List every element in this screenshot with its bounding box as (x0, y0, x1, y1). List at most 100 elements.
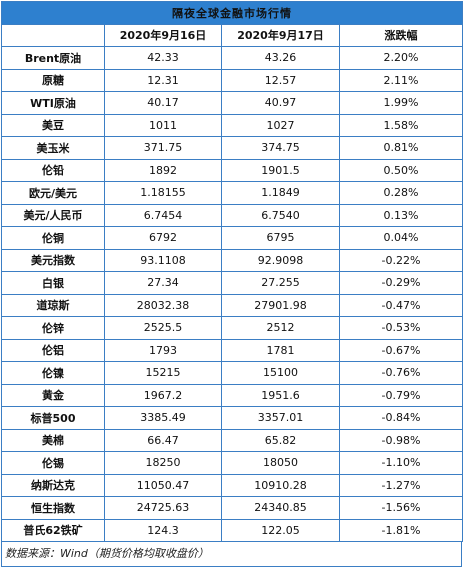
row-name: WTI原油 (1, 91, 105, 115)
row-value-date1: 1793 (104, 338, 222, 362)
row-name: 原糖 (1, 68, 105, 92)
row-value-date1: 3385.49 (104, 406, 222, 430)
row-value-date1: 18250 (104, 451, 222, 475)
row-value-date2: 1027 (221, 113, 340, 137)
row-name: 标普500 (1, 406, 105, 430)
row-value-date2: 1951.6 (221, 383, 340, 407)
row-name: 伦铅 (1, 158, 105, 182)
table-title: 隔夜全球金融市场行情 (1, 1, 463, 25)
row-name: 恒生指数 (1, 496, 105, 520)
row-change: -0.53% (339, 316, 463, 340)
row-name: 欧元/美元 (1, 181, 105, 205)
row-value-date2: 374.75 (221, 136, 340, 160)
row-change: -0.29% (339, 271, 463, 295)
table-row: 纳斯达克 11050.47 10910.28 -1.27% (1, 473, 463, 497)
row-name: 伦锌 (1, 316, 105, 340)
row-change: -0.98% (339, 428, 463, 452)
row-value-date1: 11050.47 (104, 473, 222, 497)
column-header-row: 2020年9月16日 2020年9月17日 涨跌幅 (1, 23, 463, 47)
row-change: -0.84% (339, 406, 463, 430)
row-name: 黄金 (1, 383, 105, 407)
table-row: 欧元/美元 1.18155 1.1849 0.28% (1, 181, 463, 205)
row-value-date2: 24340.85 (221, 496, 340, 520)
row-change: -0.22% (339, 248, 463, 272)
row-name: 美豆 (1, 113, 105, 137)
row-name: 伦铝 (1, 338, 105, 362)
row-value-date2: 18050 (221, 451, 340, 475)
row-value-date2: 27.255 (221, 271, 340, 295)
row-change: -0.67% (339, 338, 463, 362)
table-row: 伦锌 2525.5 2512 -0.53% (1, 316, 463, 340)
table-row: 普氏62铁矿 124.3 122.05 -1.81% (1, 518, 463, 542)
table-row: 标普500 3385.49 3357.01 -0.84% (1, 406, 463, 430)
row-value-date2: 3357.01 (221, 406, 340, 430)
row-value-date1: 371.75 (104, 136, 222, 160)
row-value-date1: 1892 (104, 158, 222, 182)
row-value-date2: 43.26 (221, 46, 340, 70)
row-change: -0.76% (339, 361, 463, 385)
table-row: Brent原油 42.33 43.26 2.20% (1, 46, 463, 70)
row-change: -1.81% (339, 518, 463, 542)
row-change: 2.11% (339, 68, 463, 92)
row-value-date1: 2525.5 (104, 316, 222, 340)
row-name: 伦铜 (1, 226, 105, 250)
row-value-date1: 66.47 (104, 428, 222, 452)
row-value-date2: 27901.98 (221, 293, 340, 317)
row-value-date2: 10910.28 (221, 473, 340, 497)
row-name: 美玉米 (1, 136, 105, 160)
row-value-date1: 12.31 (104, 68, 222, 92)
row-change: 0.81% (339, 136, 463, 160)
row-value-date1: 6792 (104, 226, 222, 250)
row-name: 美元/人民币 (1, 203, 105, 227)
row-value-date1: 124.3 (104, 518, 222, 542)
row-value-date2: 2512 (221, 316, 340, 340)
row-value-date2: 6795 (221, 226, 340, 250)
table-row: 白银 27.34 27.255 -0.29% (1, 271, 463, 295)
row-change: 1.58% (339, 113, 463, 137)
row-value-date1: 1967.2 (104, 383, 222, 407)
row-value-date1: 42.33 (104, 46, 222, 70)
row-value-date1: 1011 (104, 113, 222, 137)
row-change: -0.79% (339, 383, 463, 407)
row-change: 0.28% (339, 181, 463, 205)
table-row: 伦铅 1892 1901.5 0.50% (1, 158, 463, 182)
table-row: 黄金 1967.2 1951.6 -0.79% (1, 383, 463, 407)
row-value-date2: 1901.5 (221, 158, 340, 182)
row-change: -1.27% (339, 473, 463, 497)
row-value-date2: 92.9098 (221, 248, 340, 272)
row-name: 普氏62铁矿 (1, 518, 105, 542)
table-row: 美豆 1011 1027 1.58% (1, 113, 463, 137)
row-value-date1: 15215 (104, 361, 222, 385)
row-value-date1: 24725.63 (104, 496, 222, 520)
row-value-date2: 122.05 (221, 518, 340, 542)
column-header-date1: 2020年9月16日 (104, 23, 222, 47)
table-body: Brent原油 42.33 43.26 2.20% 原糖 12.31 12.57 2.11% W… (1, 46, 463, 542)
column-header-change: 涨跌幅 (339, 23, 463, 47)
row-value-date2: 65.82 (221, 428, 340, 452)
table-title-row: 隔夜全球金融市场行情 (1, 1, 463, 25)
table-row: 伦锡 18250 18050 -1.10% (1, 451, 463, 475)
table-row: WTI原油 40.17 40.97 1.99% (1, 91, 463, 115)
row-name: 美元指数 (1, 248, 105, 272)
row-value-date2: 15100 (221, 361, 340, 385)
row-name: 伦锡 (1, 451, 105, 475)
row-name: 美棉 (1, 428, 105, 452)
table-row: 伦铝 1793 1781 -0.67% (1, 338, 463, 362)
table-row: 美玉米 371.75 374.75 0.81% (1, 136, 463, 160)
row-value-date2: 12.57 (221, 68, 340, 92)
row-change: 1.99% (339, 91, 463, 115)
table-row: 美棉 66.47 65.82 -0.98% (1, 428, 463, 452)
row-change: 0.50% (339, 158, 463, 182)
column-header-name (1, 23, 105, 47)
table-row: 恒生指数 24725.63 24340.85 -1.56% (1, 496, 463, 520)
table-row: 原糖 12.31 12.57 2.11% (1, 68, 463, 92)
row-name: 纳斯达克 (1, 473, 105, 497)
row-value-date2: 1.1849 (221, 181, 340, 205)
row-name: 白银 (1, 271, 105, 295)
table-row: 伦铜 6792 6795 0.04% (1, 226, 463, 250)
source-note: 数据来源：Wind（期货价格均取收盘价） (1, 542, 462, 567)
market-table: 隔夜全球金融市场行情 2020年9月16日 2020年9月17日 涨跌幅 Bre… (1, 1, 463, 542)
row-name: 道琼斯 (1, 293, 105, 317)
table-row: 美元/人民币 6.7454 6.7540 0.13% (1, 203, 463, 227)
